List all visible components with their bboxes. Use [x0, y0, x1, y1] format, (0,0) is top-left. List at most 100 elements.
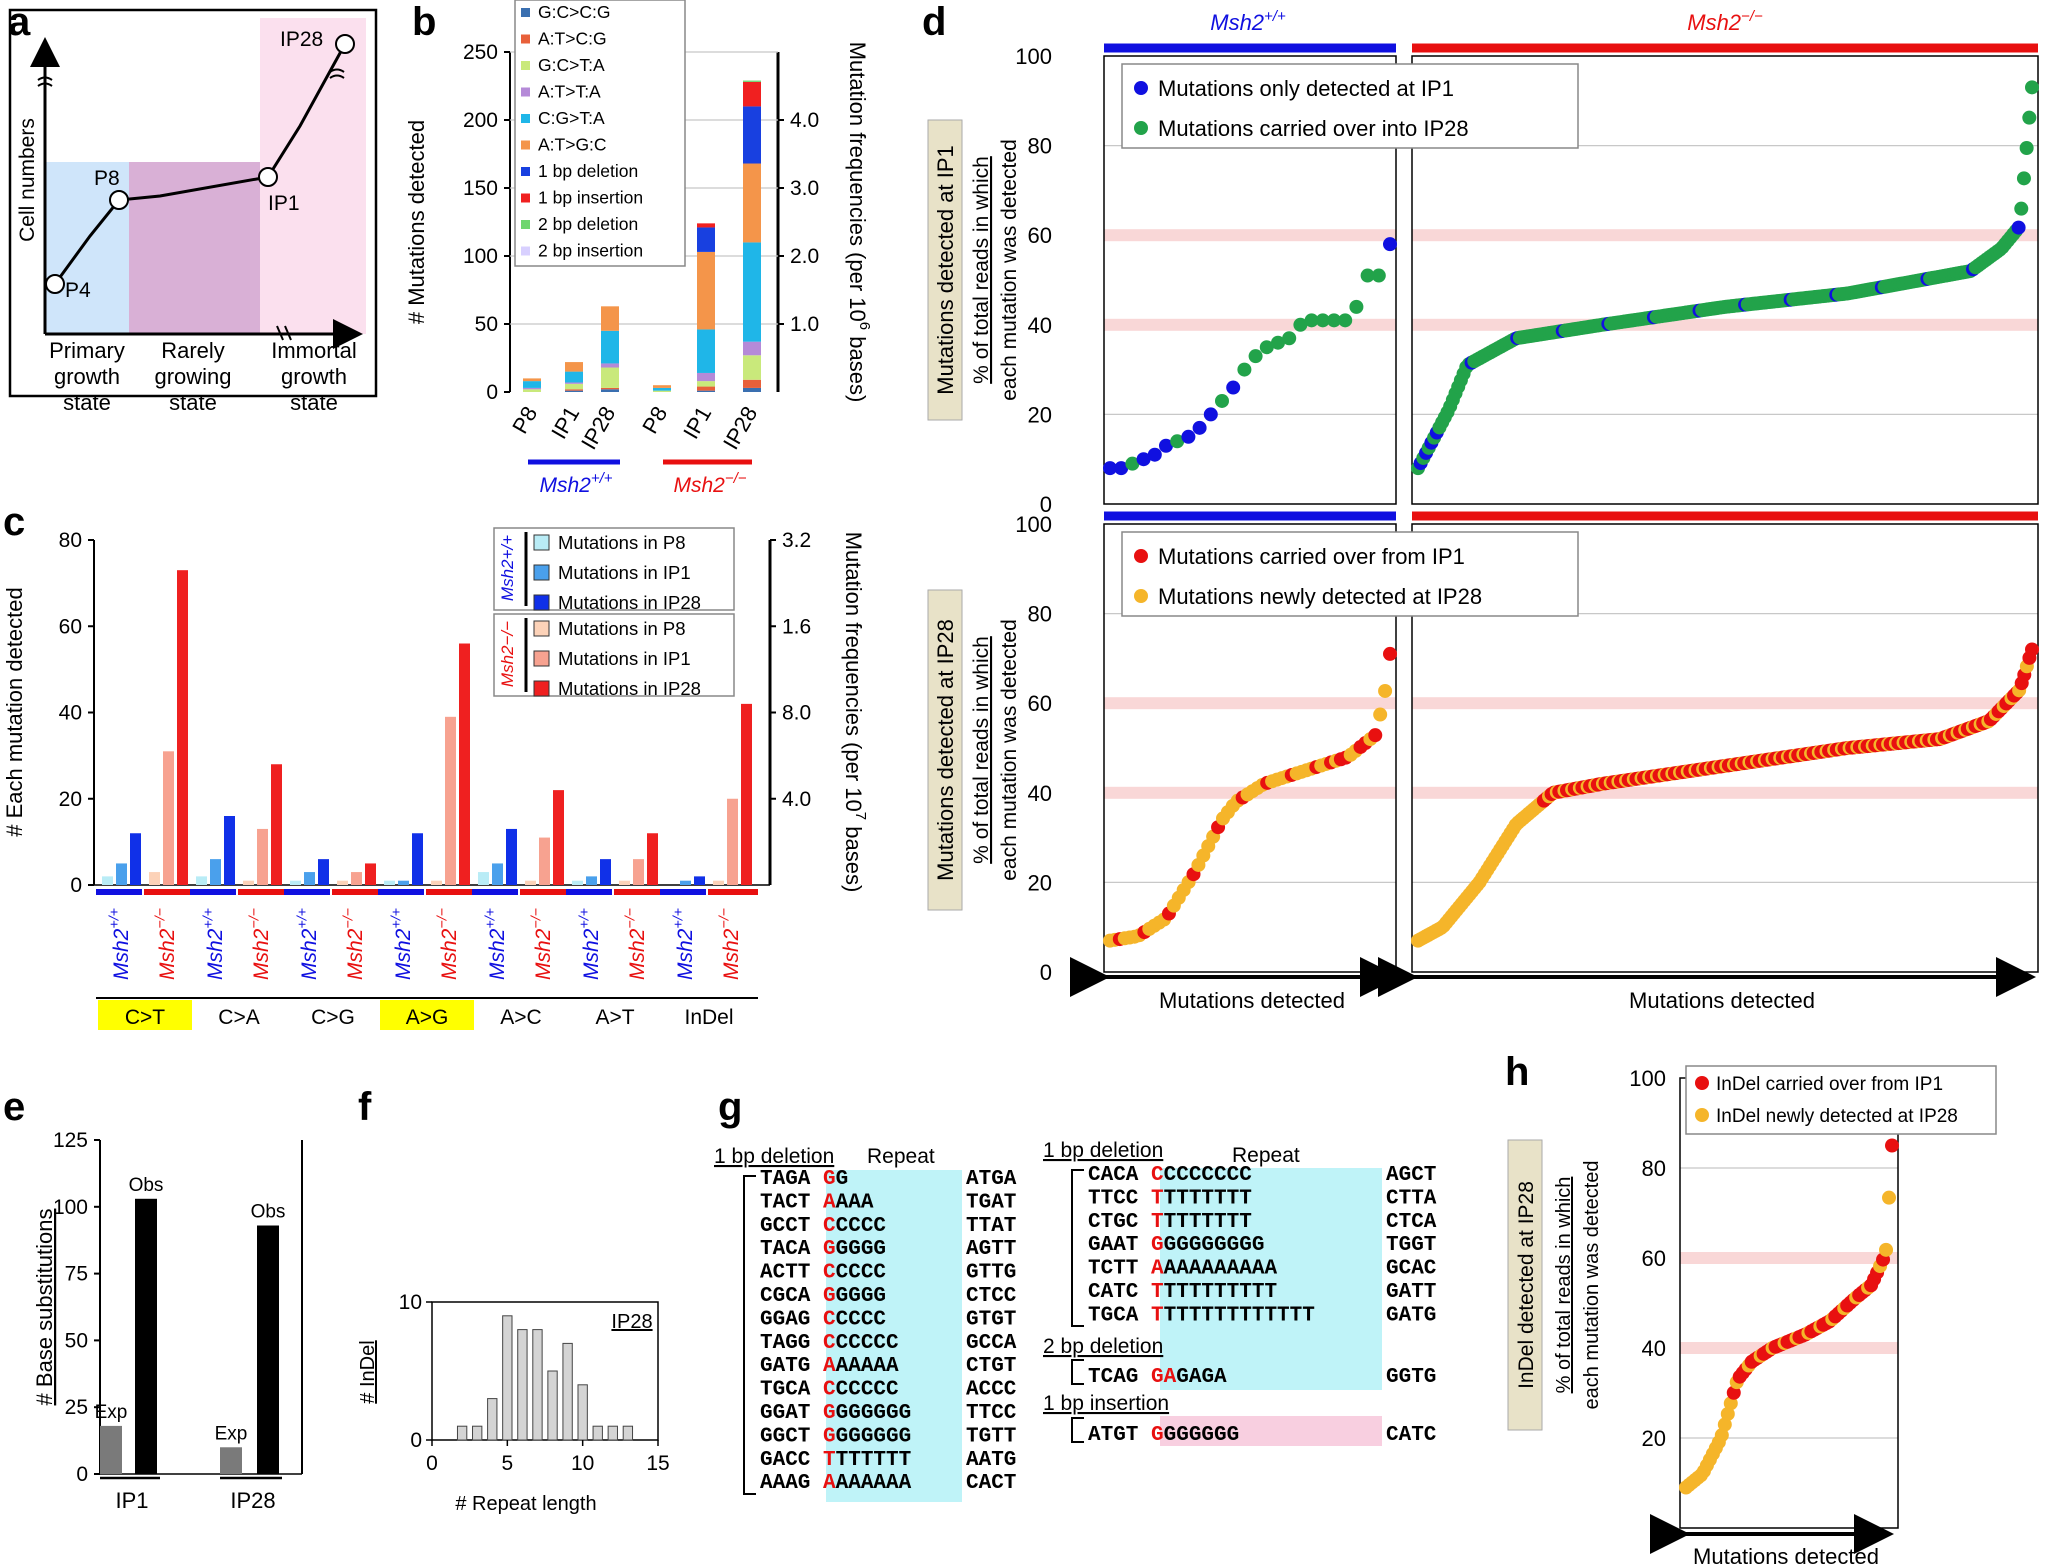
- e-bar-label-exp: Exp: [215, 1423, 248, 1444]
- panel-e: Exp Obs IP1 Exp Obs IP28 0 25 50 75 100 125 # Base…: [32, 1129, 303, 1513]
- f-bar: [622, 1425, 634, 1441]
- b-legend-label-g-c-c-g: G:C>C:G: [538, 2, 610, 22]
- genotype-label-msh2: Msh2+/+: [295, 908, 321, 980]
- b-legend-label-1-bp-insertion: 1 bp insertion: [538, 188, 643, 208]
- g-sequence-row: GAAT GGGGGGGGG: [1088, 1234, 1264, 1257]
- c-legend-genotype-wt: Msh2+/+: [498, 535, 517, 601]
- h-outer-label-box: [1507, 1139, 1543, 1431]
- c-bar-msh2-mutations-in-ip28: [271, 764, 282, 885]
- b-bar-segment-a-t-g-c: [523, 378, 541, 382]
- d-wt-point: [1315, 313, 1330, 328]
- g-sequence-row: GACC TTTTTTT: [760, 1449, 911, 1472]
- d-reference-band: [1104, 318, 1396, 331]
- c-legend-genotype-ko: Msh2−/−: [498, 621, 517, 687]
- f-ytick-label: 0: [410, 1429, 422, 1452]
- c-bar-msh2-mutations-in-ip1: [398, 880, 409, 885]
- d-reference-band: [1104, 229, 1396, 242]
- g-sequence-post: TGTT: [966, 1425, 1016, 1448]
- genotype-label-msh2: Msh2+/+: [483, 908, 509, 980]
- h-point: [1882, 1190, 1897, 1205]
- h-legend-label-indel-newly-detected-at-ip28: InDel newly detected at IP28: [1716, 1106, 1958, 1127]
- g-sequence-row: GATG AAAAAA: [760, 1355, 899, 1378]
- g-sequence-row: TGCA TTTTTTTTTTTTT: [1088, 1304, 1315, 1327]
- c-legend-swatch: [533, 534, 550, 551]
- primary-state-region: [45, 162, 129, 334]
- d-group-label-wt: Msh2+/+: [1210, 8, 1286, 35]
- b-legend-swatch-1-bp-insertion: [521, 193, 530, 203]
- b-bar-segment-a-t-t-a: [601, 363, 619, 368]
- d-ko-point: [2025, 642, 2039, 657]
- f-plot-frame: [431, 1301, 659, 1441]
- g-sequence-post: AGTT: [966, 1238, 1016, 1261]
- g-sequence-post: GCAC: [1386, 1258, 1437, 1281]
- d-ytick-label: 100: [1015, 44, 1052, 69]
- c-bar-msh2-mutations-in-ip28: [647, 833, 658, 885]
- d-wt-point: [1304, 313, 1319, 328]
- g-two-bp-bracket: [1071, 1359, 1084, 1385]
- d-wt-point: [1192, 420, 1207, 435]
- d-wt-point: [1203, 407, 1218, 422]
- d-top-outer-label: Mutations detected at IP1: [933, 145, 958, 395]
- h-point: [1720, 1406, 1735, 1421]
- b-legend-box: [514, 0, 686, 267]
- c-bar-msh2-mutations-in-ip1: [492, 863, 503, 885]
- h-point: [1885, 1138, 1899, 1153]
- panel-c: 0 20 40 60 80 3.2 1.6 8.0 4.0 Msh2+/+ Msh2−/− C>T M…: [2, 527, 869, 1030]
- b-ytick-label: 250: [463, 41, 498, 64]
- b-legend-swatch-g-c-c-g: [521, 8, 530, 17]
- g-sequence-post: TTCC: [966, 1402, 1017, 1425]
- f-ytick-label: 10: [399, 1291, 422, 1314]
- g-right-repeat-background: [1160, 1168, 1382, 1390]
- h-y-axis-title-line1: % of total reads in which: [1553, 1177, 1575, 1394]
- d-legend-label-mutations-carried-over-from-ip1: Mutations carried over from IP1: [1158, 544, 1465, 569]
- d-wt-point: [1383, 237, 1397, 252]
- genotype-label-msh2: Msh2−/−: [623, 908, 649, 980]
- b-legend-swatch-1-bp-deletion: [521, 167, 530, 176]
- state-primary: Primary growth state: [49, 338, 125, 415]
- c-right-ytick-label: 8.0: [782, 702, 811, 725]
- g-sequence-row: GGAT GGGGGGG: [760, 1402, 911, 1425]
- d-reference-band: [1412, 229, 2038, 242]
- c-legend-label: Mutations in P8: [558, 618, 686, 639]
- c-legend-label: Mutations in IP1: [558, 648, 691, 669]
- b-bar-segment-1-bp-insertion: [697, 223, 715, 228]
- f-bar: [547, 1370, 558, 1441]
- e-ytick-label: 25: [65, 1396, 88, 1419]
- h-ytick-label: 100: [1629, 1066, 1666, 1091]
- d-bottom-y-axis-title-line2: each mutation was detected: [998, 619, 1021, 881]
- d-wt-point: [1259, 340, 1274, 355]
- d-legend-label-mutations-newly-detected-at-ip28: Mutations newly detected at IP28: [1158, 584, 1482, 609]
- d-wt-point: [1103, 461, 1117, 476]
- b-bar-segment-a-t-g-c: [743, 163, 761, 243]
- d-legend-label-mutations-carried-over-into-ip28: Mutations carried over into IP28: [1158, 116, 1469, 141]
- b-bar-segment-a-t-g-c: [601, 306, 619, 331]
- e-ytick-label: 50: [65, 1329, 88, 1352]
- f-bar: [517, 1329, 528, 1441]
- b-category-label: IP1: [678, 402, 716, 443]
- b-legend-swatch-a-t-g-c: [521, 140, 530, 150]
- g-sequence-row: GGAG CCCCC: [760, 1308, 886, 1331]
- g-sequence-post: GGTG: [1386, 1366, 1436, 1389]
- d-wt-point: [1282, 331, 1297, 346]
- c-bar-msh2-mutations-in-ip1: [116, 863, 127, 885]
- f-bar: [472, 1425, 483, 1441]
- g-sequence-row: TTCC TTTTTTTT: [1088, 1187, 1252, 1210]
- c-ytick-label: 20: [59, 788, 82, 811]
- genotype-label-msh2: Msh2+/+: [389, 908, 415, 980]
- g-sequence-row: CATC TTTTTTTTTT: [1088, 1281, 1277, 1304]
- panel-label-d: d: [922, 0, 947, 44]
- b-bar-segment-g-c-t-a: [523, 389, 541, 392]
- d-points: [1103, 80, 2039, 476]
- d-wt-point: [1215, 393, 1229, 408]
- b-bar-segment-c-g-t-a: [697, 329, 715, 373]
- genotype-label-msh2: Msh2+/+: [107, 908, 133, 980]
- growth-curve: [53, 43, 347, 285]
- d-ytick-label: 80: [1028, 602, 1052, 627]
- g-left-repeat-label: Repeat: [867, 1145, 935, 1168]
- d-wt-point: [1360, 268, 1375, 283]
- h-point: [1714, 1428, 1729, 1443]
- c-bar-msh2-mutations-in-p8: [243, 880, 254, 885]
- g-sequence-row: TACA GGGGG: [760, 1238, 886, 1261]
- e-ytick-label: 100: [53, 1196, 88, 1219]
